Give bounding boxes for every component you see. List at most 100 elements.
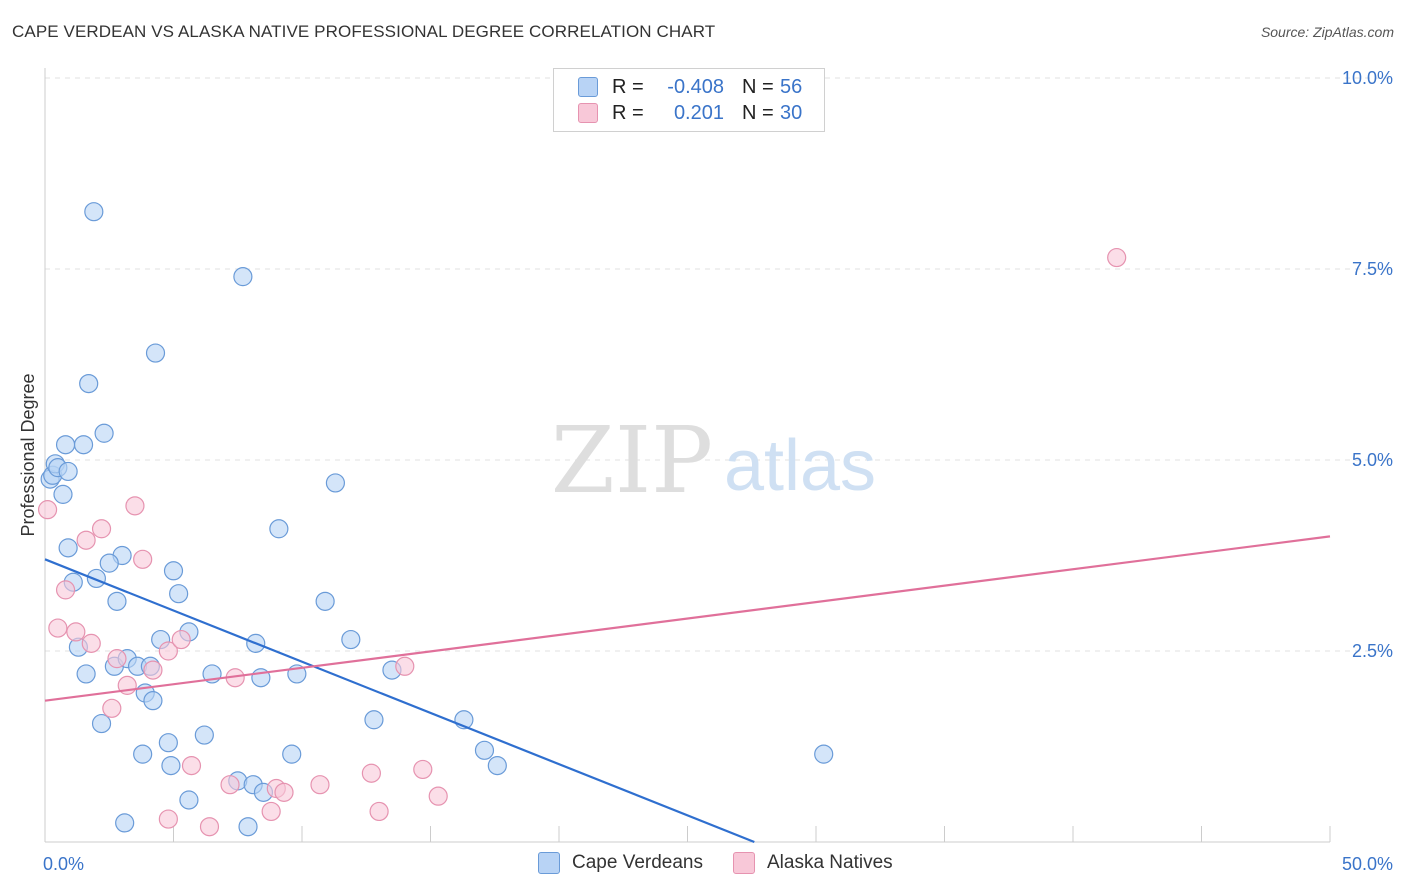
cape-verdean-point	[86, 568, 107, 589]
cape-verdean-point	[161, 755, 181, 776]
cape-verdean-point	[341, 629, 361, 650]
alaska-native-point	[158, 809, 178, 829]
cape-verdean-point	[282, 744, 302, 764]
cape-verdean-point	[133, 744, 153, 764]
cape-verdean-point	[269, 519, 289, 539]
series-legend: Cape Verdeans Alaska Natives	[538, 852, 923, 874]
cape-verdean-point	[55, 435, 76, 455]
legend-item-alaska-natives[interactable]: Alaska Natives	[733, 852, 893, 874]
cape-verdean-point	[487, 755, 507, 776]
cape-verdean-point	[143, 691, 163, 711]
trend-lines	[44, 535, 1331, 844]
n-value: 56	[780, 75, 803, 98]
cape-verdean-point	[169, 584, 189, 604]
cape-verdean-point	[364, 710, 384, 730]
cape-verdean-point	[58, 461, 78, 482]
cape-verdean-point	[115, 813, 135, 833]
n-label: N =	[742, 75, 774, 98]
cape-verdean-point	[233, 267, 253, 287]
legend-label: Alaska Natives	[767, 852, 893, 873]
alaska-native-point	[361, 763, 381, 783]
alaska-native-point	[133, 549, 153, 569]
x-tick-label: 50.0%	[1342, 854, 1393, 874]
x-tick-label: 0.0%	[43, 854, 84, 874]
grid-lines	[45, 77, 1392, 652]
legend-swatch-blue	[538, 852, 560, 874]
source-label: Source: ZipAtlas.com	[1260, 24, 1394, 40]
cape-verdean-point	[99, 553, 119, 573]
legend-label: Cape Verdeans	[572, 852, 703, 873]
legend-swatch-pink	[578, 103, 598, 123]
tick-labels: 2.5% 5.0% 7.5% 10.0% 0.0% 50.0%	[43, 68, 1393, 874]
cape-verdean-point	[79, 374, 99, 394]
y-tick-label: 2.5%	[1352, 641, 1393, 661]
cape-verdean-point	[58, 538, 78, 558]
alaska-native-point	[143, 660, 163, 680]
legend-swatch-pink	[733, 852, 755, 874]
y-axis-label: Professional Degree	[18, 373, 38, 536]
alaska-native-point	[1107, 247, 1127, 268]
n-label: N =	[742, 101, 774, 124]
axes	[44, 68, 1331, 843]
alaska-native-point	[81, 633, 101, 653]
cape-verdean-point	[53, 484, 73, 504]
alaska-native-point	[310, 775, 330, 795]
alaska-native-point	[181, 755, 202, 776]
cape-verdean-point	[325, 473, 346, 493]
legend-swatch-blue	[578, 77, 598, 97]
cape-verdean-point	[73, 435, 94, 455]
alaska-native-point	[102, 698, 122, 718]
legend-row-alaska-natives: R = 0.201 N = 30	[578, 100, 802, 126]
alaska-native-point	[261, 801, 281, 822]
alaska-native-point	[37, 500, 58, 520]
alaska-native-point	[48, 618, 68, 638]
alaska-native-point	[428, 786, 448, 806]
n-value: 30	[780, 101, 803, 124]
r-value: -0.408	[667, 75, 724, 98]
cape-verdean-point	[94, 423, 114, 443]
alaska-native-point	[413, 759, 433, 780]
legend-item-cape-verdeans[interactable]: Cape Verdeans	[538, 852, 703, 874]
alaska-native-point	[220, 775, 240, 795]
alaska-native-point	[91, 519, 112, 539]
cape-verdean-point	[76, 664, 96, 684]
cape-verdean-point	[315, 591, 335, 611]
cape-verdean-trend-line	[44, 558, 755, 844]
alaska-native-point	[125, 496, 145, 516]
alaska-native-point	[66, 622, 86, 642]
cape-verdean-point	[91, 713, 112, 734]
cape-verdean-point	[238, 817, 258, 837]
alaska-native-trend-line	[44, 535, 1331, 702]
watermark-zip: ZIP	[551, 407, 713, 514]
watermark: ZIP atlas	[551, 407, 876, 514]
y-tick-label: 7.5%	[1352, 259, 1393, 279]
cape-verdean-point	[145, 343, 166, 363]
r-value: 0.201	[673, 101, 724, 124]
legend-row-cape-verdeans: R = -0.408 N = 56	[578, 74, 802, 100]
alaska-native-point	[158, 641, 178, 661]
r-label: R =	[612, 101, 644, 124]
alaska-native-point	[369, 801, 389, 822]
stats-legend: R = -0.408 N = 56 R = 0.201 N = 30	[553, 68, 825, 132]
cape-verdean-point	[814, 744, 834, 764]
cape-verdean-point	[158, 733, 178, 753]
chart-title: CAPE VERDEAN VS ALASKA NATIVE PROFESSION…	[12, 22, 716, 41]
alaska-native-point	[55, 580, 76, 600]
cape-verdean-point	[194, 725, 214, 745]
cape-verdean-point	[179, 790, 199, 810]
cape-verdean-point	[107, 591, 127, 611]
alaska-native-point	[395, 656, 415, 676]
alaska-native-point	[199, 817, 220, 837]
alaska-native-point	[274, 782, 294, 802]
alaska-native-point	[76, 530, 96, 550]
alaska-native-point	[107, 649, 127, 669]
data-points	[37, 202, 1127, 837]
r-label: R =	[612, 75, 644, 98]
cape-verdean-point	[474, 740, 495, 760]
alaska-native-point	[171, 629, 191, 650]
cape-verdean-point	[84, 202, 104, 222]
y-tick-label: 10.0%	[1342, 68, 1393, 88]
cape-verdean-point	[163, 561, 184, 581]
y-tick-label: 5.0%	[1352, 450, 1393, 470]
